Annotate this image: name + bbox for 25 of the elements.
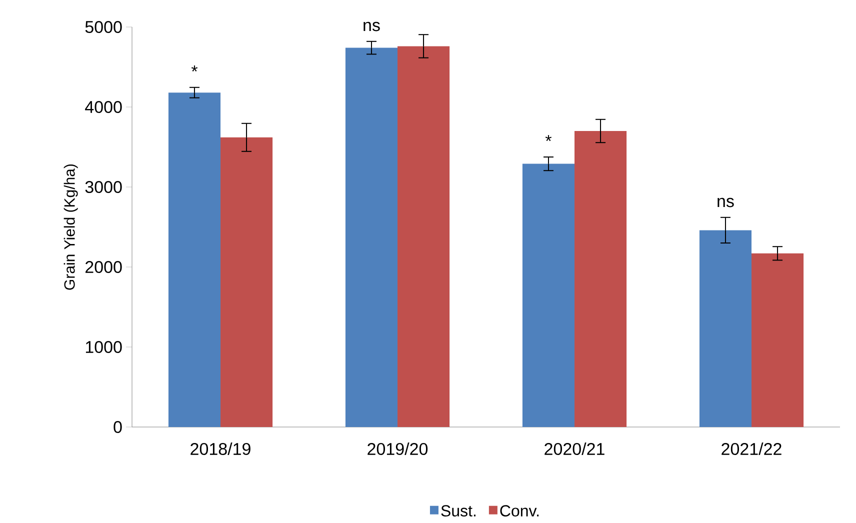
y-tick-label: 5000 [85, 20, 122, 34]
annotation: * [191, 65, 198, 72]
y-tick-label: 0 [114, 420, 122, 434]
annotation: * [545, 135, 552, 142]
bar [752, 253, 804, 427]
bar [220, 137, 273, 427]
y-axis-title: Grain Yield (Kg/ha) [64, 164, 78, 290]
x-tick-label: 2020/21 [544, 442, 604, 456]
y-tick-label: 3000 [85, 180, 122, 194]
x-tick-label: 2021/22 [722, 442, 782, 456]
annotation: ns [364, 22, 380, 32]
annotation: ns [718, 198, 734, 208]
bar [345, 48, 398, 427]
y-tick-label: 4000 [85, 100, 122, 114]
x-tick-label: 2019/20 [368, 442, 428, 456]
bar [168, 92, 220, 427]
bar [574, 131, 627, 427]
y-tick-label: 2000 [86, 260, 122, 274]
legend-label: Sust. [441, 505, 476, 517]
bar [398, 46, 450, 427]
x-tick-label: 2018/19 [190, 442, 250, 456]
y-tick-label: 1000 [86, 340, 122, 354]
bar [522, 164, 575, 427]
legend-label: Conv. [500, 505, 539, 517]
bar [699, 230, 752, 427]
